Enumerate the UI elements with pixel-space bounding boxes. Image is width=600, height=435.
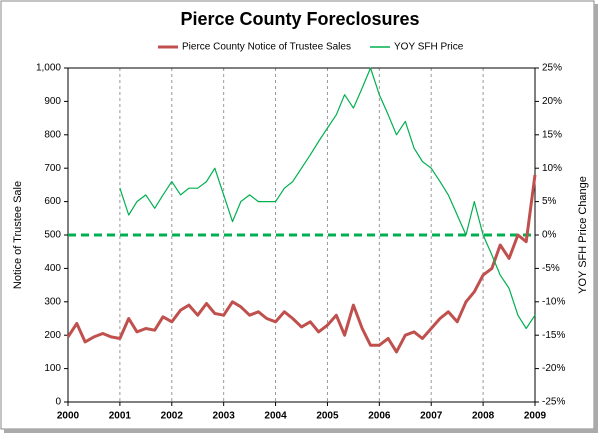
x-tick-label: 2006 bbox=[368, 411, 391, 422]
y-tick-label: 0 bbox=[55, 397, 61, 408]
y-tick-label: 100 bbox=[44, 363, 61, 374]
y-tick-label: 300 bbox=[44, 296, 61, 307]
y-tick-label: 500 bbox=[44, 230, 61, 241]
y2-tick-label: -20% bbox=[542, 363, 565, 374]
y2-tick-label: 10% bbox=[542, 163, 562, 174]
frame-shadow bbox=[4, 429, 596, 433]
y2-tick-label: -5% bbox=[542, 263, 560, 274]
x-tick-label: 2004 bbox=[264, 411, 287, 422]
y2-tick-label: 25% bbox=[542, 63, 562, 74]
y-tick-label: 700 bbox=[44, 163, 61, 174]
y-tick-label: 900 bbox=[44, 96, 61, 107]
y-tick-label: 200 bbox=[44, 330, 61, 341]
y2-tick-label: 15% bbox=[542, 129, 562, 140]
y-tick-label: 800 bbox=[44, 129, 61, 140]
x-tick-label: 2003 bbox=[213, 411, 236, 422]
y-axis-label: Notice of Trustee Sale bbox=[12, 181, 24, 289]
series-line bbox=[66, 174, 537, 354]
x-tick-label: 2007 bbox=[420, 411, 443, 422]
y2-axis-label: YOY SFH Price Change bbox=[577, 176, 589, 294]
x-tick-label: 2008 bbox=[472, 411, 495, 422]
x-tick-label: 2005 bbox=[316, 411, 339, 422]
y2-tick-label: 20% bbox=[542, 96, 562, 107]
y2-tick-label: -10% bbox=[542, 296, 565, 307]
y-tick-label: 1,000 bbox=[36, 63, 61, 74]
y2-tick-label: 0% bbox=[542, 230, 557, 241]
x-tick-label: 2002 bbox=[161, 411, 184, 422]
series-line bbox=[119, 67, 536, 330]
y2-tick-label: 5% bbox=[542, 196, 557, 207]
frame-shadow bbox=[594, 4, 598, 433]
y2-tick-label: -15% bbox=[542, 330, 565, 341]
x-tick-label: 2000 bbox=[57, 411, 80, 422]
x-tick-label: 2001 bbox=[109, 411, 132, 422]
y2-tick-label: -25% bbox=[542, 397, 565, 408]
legend-label: YOY SFH Price bbox=[394, 42, 464, 53]
legend-label: Pierce County Notice of Trustee Sales bbox=[182, 42, 351, 53]
chart-title: Pierce County Foreclosures bbox=[180, 9, 419, 29]
y-tick-label: 400 bbox=[44, 263, 61, 274]
x-tick-label: 2009 bbox=[524, 411, 547, 422]
y-tick-label: 600 bbox=[44, 196, 61, 207]
